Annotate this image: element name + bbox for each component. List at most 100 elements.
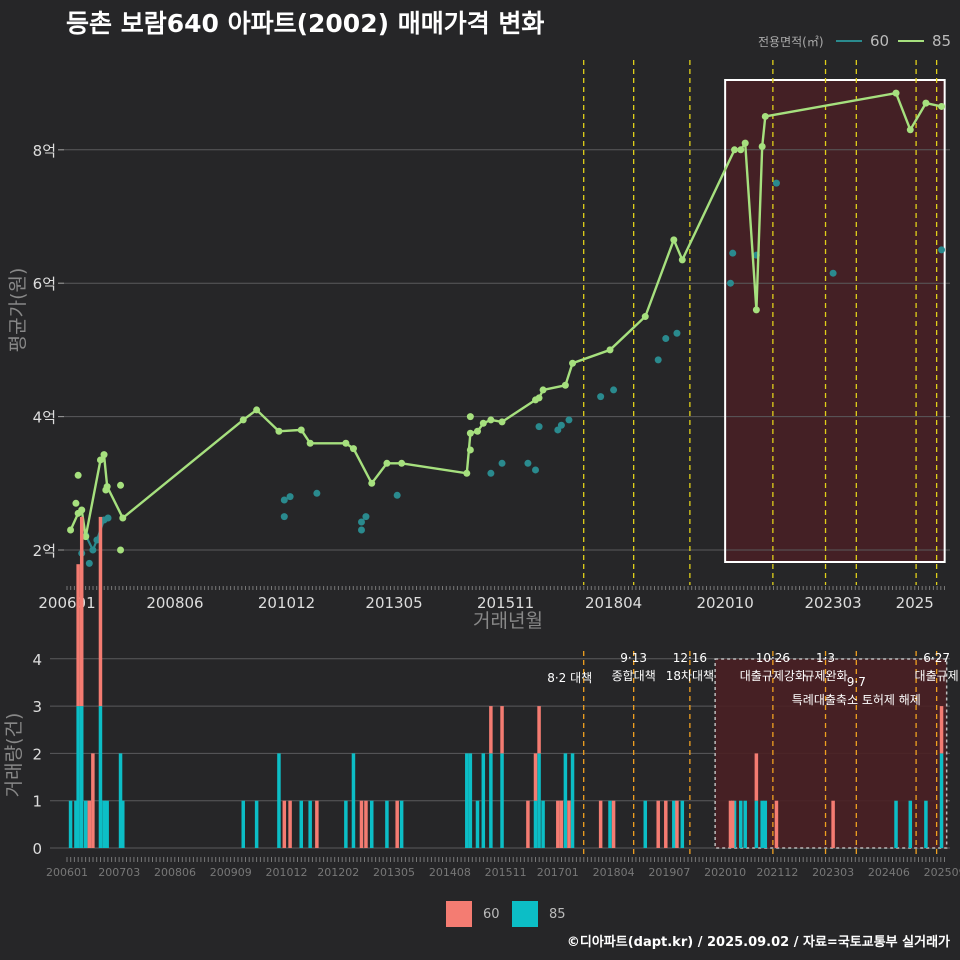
y-tick-label: 4억: [33, 409, 56, 427]
bar-85: [277, 753, 281, 848]
bar-x-tick-label: 202303: [812, 866, 854, 879]
series-85-point: [239, 416, 247, 424]
bar-x-tick-label: 201305: [373, 866, 415, 879]
bar-60: [315, 800, 319, 848]
series-60-point: [393, 491, 401, 499]
series-60-point: [89, 546, 97, 554]
series-85-point: [466, 429, 474, 437]
series-85-point: [275, 427, 283, 435]
series-60-point: [93, 536, 101, 544]
series-60-point: [662, 335, 670, 343]
x-tick-label: 201305: [365, 594, 422, 612]
bar-60: [364, 800, 368, 848]
bar-85: [83, 800, 88, 848]
series-85-point: [892, 89, 900, 97]
series-60-point: [524, 459, 532, 467]
x-tick-label: 202010: [697, 594, 754, 612]
x-tick-label: 202303: [804, 594, 861, 612]
bar-85: [121, 800, 125, 848]
series-85-point: [752, 306, 760, 314]
policy-label: 8·2 대책: [547, 670, 592, 685]
series-85-point: [119, 514, 127, 522]
bar-60: [598, 800, 603, 848]
bar-x-minor-ticks: [66, 857, 945, 862]
series-85-point: [906, 126, 914, 134]
series-85-point: [641, 313, 649, 321]
series-85-point: [398, 459, 406, 467]
x-minor-ticks: [66, 586, 945, 590]
bar-85: [939, 753, 944, 848]
x-tick-label: 201511: [477, 594, 534, 612]
policy-label: 1·3: [816, 651, 835, 665]
series-85-point: [569, 359, 577, 367]
series-85-point: [349, 445, 357, 453]
series-60-point: [357, 518, 365, 526]
series-85-point: [306, 439, 314, 447]
bar-60: [754, 753, 759, 801]
series-85-point: [758, 142, 766, 150]
series-85-point: [117, 481, 125, 489]
bar-x-tick-label: 201907: [648, 866, 690, 879]
series-85-point: [383, 459, 391, 467]
legend-60-line: [836, 40, 862, 42]
bar-60: [831, 800, 835, 848]
x-tick-label: 201012: [258, 594, 315, 612]
bar-60: [939, 706, 944, 754]
bar-x-tick-label: 201012: [266, 866, 308, 879]
bar-legend-60-label: 60: [483, 907, 500, 922]
x-tick-label: 200806: [146, 594, 203, 612]
highlight-region: [725, 80, 945, 562]
chart-title: 등촌 보람640 아파트(2002) 매매가격 변화: [66, 9, 545, 38]
bar-85: [680, 800, 685, 848]
bar-85: [254, 800, 259, 848]
bar-60: [359, 800, 364, 848]
bar-85: [500, 753, 504, 848]
series-85-point: [479, 419, 487, 427]
bar-85: [763, 800, 768, 848]
bar-y-axis-title: 거래량(건): [3, 713, 25, 798]
series-60-point: [597, 393, 605, 401]
policy-label: 9·13: [620, 651, 647, 665]
bar-85: [385, 800, 389, 848]
bar-85: [74, 800, 78, 848]
series-85-point: [82, 533, 90, 541]
series-85-point: [253, 406, 261, 414]
series-85-point: [938, 102, 946, 110]
bar-60: [98, 516, 103, 707]
legend-title: 전용면적(㎡): [758, 35, 824, 49]
series-60-point: [362, 513, 370, 521]
bar-60: [500, 706, 504, 754]
y-tick-label: 2억: [33, 542, 56, 560]
bar-60: [611, 800, 616, 848]
series-60-point: [498, 459, 506, 467]
bar-85: [465, 753, 469, 848]
bar-x-tick-label: 202010: [704, 866, 746, 879]
bar-60: [395, 800, 399, 848]
bar-85: [468, 753, 473, 848]
bar-y-tick-label: 1: [32, 793, 42, 811]
bar-y-tick-label: 2: [32, 745, 42, 763]
series-85-point: [297, 426, 305, 434]
bar-60: [533, 753, 538, 801]
series-85-point: [100, 451, 108, 459]
bar-60: [728, 800, 733, 848]
y-tick-label: 6억: [33, 275, 56, 293]
bar-x-tick-label: 202406: [868, 866, 910, 879]
bar-85: [241, 800, 245, 848]
series-85-point: [922, 99, 930, 107]
bar-x-tick-label: 200909: [210, 866, 252, 879]
bar-85: [369, 800, 374, 848]
series-85-point: [761, 112, 769, 120]
bar-x-tick-label: 201408: [429, 866, 471, 879]
series-60-point: [938, 246, 946, 254]
bar-x-tick-label: 201701: [537, 866, 579, 879]
legend-85-label: 85: [932, 32, 952, 50]
y-tick-label: 8억: [33, 142, 56, 160]
bar-60: [656, 800, 660, 848]
bar-x-tick-label: 202509: [924, 866, 960, 879]
bar-85: [908, 800, 913, 848]
series-60-point: [487, 469, 495, 477]
bar-85: [739, 800, 743, 848]
bar-x-tick-label: 200601: [46, 866, 88, 879]
